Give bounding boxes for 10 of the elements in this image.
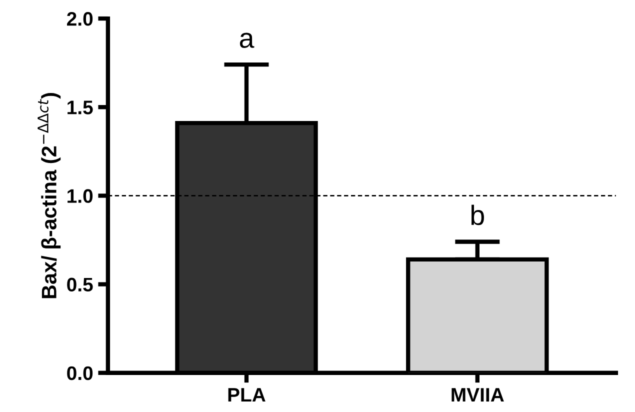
y-tick-label: 0.0 bbox=[67, 366, 93, 380]
y-tick-label: 0.5 bbox=[67, 278, 93, 292]
y-tick-label: 2.0 bbox=[67, 12, 93, 26]
x-tick-label: MVIIA bbox=[452, 388, 504, 402]
annotation: a bbox=[240, 32, 254, 48]
y-tick-label: 1.5 bbox=[68, 100, 93, 114]
x-tick-label: PLA bbox=[228, 388, 266, 402]
y-axis-title: Bax/ β-actina (2$^{−ΔΔct}$) bbox=[38, 93, 61, 298]
annotation: b bbox=[471, 204, 484, 226]
y-tick-label: 1.0 bbox=[68, 189, 93, 203]
